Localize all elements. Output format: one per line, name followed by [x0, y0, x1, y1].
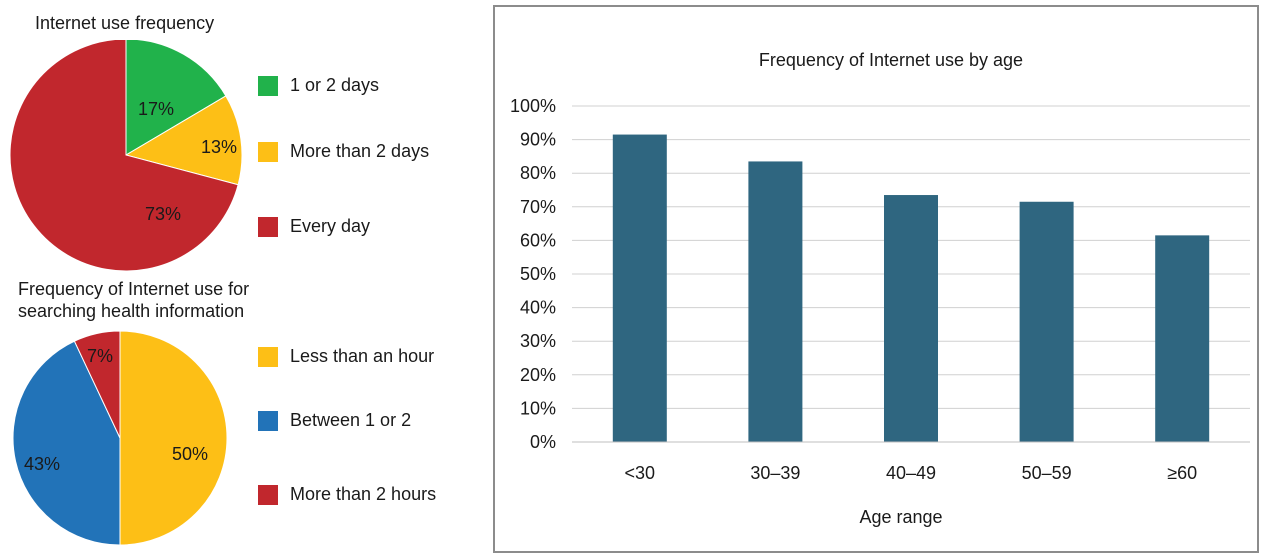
pie1-legend-label: More than 2 days: [290, 141, 430, 161]
bar-2: [884, 195, 938, 442]
pie2-legend-label: More than 2 hours: [290, 484, 437, 504]
y-tick-label: 50%: [520, 264, 556, 284]
pie1-data-label: 17%: [138, 99, 174, 119]
y-tick-label: 10%: [520, 398, 556, 418]
pie2-slice-between-1-or-2: [12, 340, 121, 546]
bar-1: [748, 161, 803, 442]
pie-chart-internet-use-frequency: 17% 13% 73%: [9, 40, 243, 272]
x-tick-label: 50–59: [1022, 463, 1072, 483]
pie2-legend-item: Between 1 or 2: [258, 410, 411, 431]
pie1-slice-1-or-2-days: [125, 40, 227, 156]
pie1-legend-item: Every day: [258, 216, 370, 237]
pie1-legend-swatch: [258, 75, 278, 96]
pie2-slice-more-than-2-hours: [73, 330, 121, 439]
bar-4: [1155, 235, 1210, 442]
pie2-legend-swatch: [258, 410, 278, 431]
pie1-slice-every-day: [9, 40, 239, 272]
pie-chart-health-search-frequency: 50% 43% 7%: [12, 330, 228, 546]
x-tick-label: ≥60: [1167, 463, 1197, 483]
y-tick-label: 60%: [520, 230, 556, 250]
pie2-legend-item: Less than an hour: [258, 346, 434, 367]
pie1-legend-swatch: [258, 141, 278, 162]
pie1-legend-label: 1 or 2 days: [290, 75, 380, 95]
pie2-title-line-1: Frequency of Internet use for: [18, 279, 250, 299]
bar-0: [612, 134, 667, 442]
bar-chart-frame: Frequency of Internet use by age 0% 10% 20%…: [493, 5, 1259, 553]
pie2-legend-swatch: [258, 346, 278, 367]
y-tick-label: 0%: [530, 432, 556, 452]
pie1-legend-item: 1 or 2 days: [258, 75, 379, 96]
pie2-slice-less-than-an-hour: [119, 330, 228, 546]
pie1-legend-item: More than 2 days: [258, 141, 429, 162]
pie2-legend-label: Less than an hour: [290, 346, 435, 366]
y-tick-label: 80%: [520, 163, 556, 183]
x-axis-label: Age range: [859, 507, 942, 527]
pie1-data-label: 13%: [201, 137, 237, 157]
pie2-title: Frequency of Internet use for searching …: [18, 278, 249, 322]
pie1-legend-label: Every day: [290, 216, 371, 236]
bar-3: [1019, 201, 1074, 442]
pie1-data-label: 73%: [145, 204, 181, 224]
y-tick-label: 90%: [520, 130, 556, 150]
pie2-title-line-2: searching health information: [18, 301, 245, 321]
x-tick-label: 30–39: [750, 463, 800, 483]
y-tick-label: 70%: [520, 197, 556, 217]
y-tick-label: 20%: [520, 365, 556, 385]
bar-chart-internet-use-by-age: Frequency of Internet use by age 0% 10% 20%…: [510, 50, 1250, 527]
pie1-title: Internet use frequency: [35, 13, 215, 33]
pie2-data-label: 7%: [87, 346, 113, 366]
x-tick-label: <30: [625, 463, 656, 483]
pie1-legend-swatch: [258, 216, 278, 237]
x-tick-label: 40–49: [886, 463, 936, 483]
pie2-data-label: 50%: [172, 444, 208, 464]
pie2-legend-label: Between 1 or 2: [290, 410, 412, 430]
pie2-legend-swatch: [258, 484, 278, 505]
y-tick-label: 100%: [510, 96, 556, 116]
pie2-legend-item: More than 2 hours: [258, 484, 436, 505]
pie2-data-label: 43%: [24, 454, 60, 474]
y-tick-label: 40%: [520, 298, 556, 318]
bar-chart-title: Frequency of Internet use by age: [759, 50, 1023, 70]
y-tick-label: 30%: [520, 331, 556, 351]
